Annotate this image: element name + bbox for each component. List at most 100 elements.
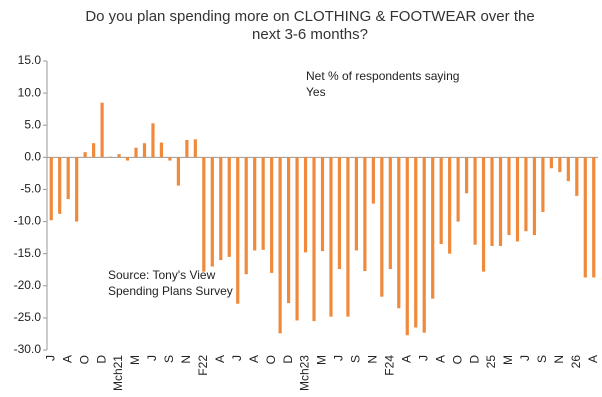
x-tick-label: 25 [484,355,498,369]
bar [354,157,359,251]
bar [320,157,325,252]
annotation: Source: Tony's View [108,268,216,282]
bar [253,157,257,251]
x-tick-label: Mch21 [111,355,125,391]
bar [524,157,528,232]
bar [295,157,299,321]
bar [473,157,477,245]
bar [380,157,384,297]
bar [422,157,426,333]
bar [100,102,104,158]
bar [498,157,503,246]
chart-title: Do you plan spending more on CLOTHING & … [85,8,534,25]
bar [431,157,435,299]
x-tick-label: A [60,355,74,363]
bar [270,157,274,273]
bar [202,157,206,272]
bar [439,157,443,245]
bar [541,157,545,212]
y-tick-label: -15.0 [14,246,42,260]
bar [507,157,511,236]
bar [244,157,248,275]
bar [227,157,231,257]
bar [125,157,130,161]
y-tick-label: -25.0 [14,310,42,324]
bar [117,154,121,158]
bar [558,157,562,173]
y-tick-label: 0.0 [24,150,41,164]
bar [75,157,79,222]
bar [329,157,333,317]
x-tick-label: M [128,355,142,365]
bar [219,157,223,261]
x-tick-label: J [145,355,159,361]
bar [371,157,375,204]
y-tick-label: -30.0 [14,342,42,356]
bar [236,157,240,304]
bar [490,157,494,246]
bar [261,157,265,250]
bar [532,157,537,236]
x-tick-label: J [416,355,430,361]
bar [456,157,460,222]
annotation: Net % of respondents saying [306,69,459,83]
bar [210,157,214,267]
bar [142,143,147,158]
x-tick-label: A [213,355,227,363]
bar [481,157,486,272]
y-tick-label: 10.0 [18,85,42,99]
bar [515,157,520,242]
bar [592,157,596,278]
y-tick-label: 5.0 [24,117,41,131]
bar [312,157,316,322]
x-tick-label: J [230,355,244,361]
bar [465,157,469,194]
bar [92,143,96,158]
x-tick-label: J [43,355,57,361]
x-tick-label: J [332,355,346,361]
bar [185,139,189,158]
x-tick-label: F24 [382,355,396,376]
x-tick-label: N [366,355,380,364]
x-tick-label: F22 [196,355,210,376]
x-tick-label: S [349,355,363,363]
x-tick-label: A [586,355,600,363]
x-tick-label: O [77,355,91,364]
x-tick-label: N [552,355,566,364]
bar [159,142,164,158]
bar [566,157,570,182]
x-tick-label: M [315,355,329,365]
bar [303,157,308,253]
y-tick-label: -5.0 [20,182,41,196]
y-tick-label: -10.0 [14,214,42,228]
x-tick-label: 26 [569,355,583,369]
bar [583,157,587,278]
bar [193,139,197,158]
bar [397,157,401,309]
chart-title: next 3-6 months? [252,26,368,43]
x-tick-label: S [535,355,549,363]
y-tick-label: 15.0 [18,53,42,67]
bar [151,123,155,158]
bar [278,157,282,334]
bar [66,157,70,200]
y-tick-label: -20.0 [14,278,42,292]
bar [49,157,53,221]
x-tick-label: D [467,355,481,364]
x-tick-label: D [281,355,295,364]
bar [388,157,392,270]
x-tick-label: A [433,355,447,363]
bar [83,152,87,158]
bar [176,157,180,186]
x-tick-label: M [501,355,515,365]
bar [337,157,342,270]
bar [58,157,62,214]
x-tick-label: O [450,355,464,364]
x-tick-label: O [264,355,278,364]
x-tick-label: A [247,355,261,363]
x-tick-label: J [518,355,532,361]
bar [405,157,409,336]
bar [363,157,367,272]
bar [168,157,172,161]
